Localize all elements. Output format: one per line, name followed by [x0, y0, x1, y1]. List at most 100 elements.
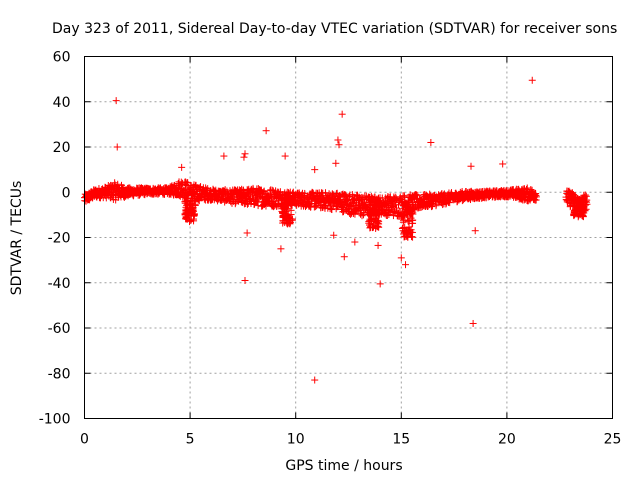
- data-point-outlier: [340, 253, 348, 261]
- data-point-dip: [369, 224, 377, 232]
- data-point-dip: [190, 215, 198, 223]
- data-point: [427, 203, 435, 211]
- data-point-dip: [373, 199, 381, 207]
- data-point-outlier: [113, 143, 121, 151]
- data-point-dip: [401, 205, 409, 213]
- data-point-outlier: [311, 166, 319, 174]
- x-tick-label: 25: [604, 432, 622, 448]
- data-point-outlier: [351, 238, 359, 246]
- data-point-dip: [375, 210, 383, 218]
- y-axis-title: SDTVAR / TECUs: [9, 181, 25, 296]
- data-point-dip: [409, 216, 417, 224]
- data-point-dip: [408, 228, 416, 236]
- data-point-outlier: [471, 227, 479, 235]
- data-point-dip: [404, 232, 412, 240]
- data-point-dip: [369, 206, 377, 214]
- plot-frame: [84, 56, 613, 419]
- data-point: [383, 211, 391, 219]
- y-tick-label: -60: [48, 321, 71, 337]
- data-point-dip: [278, 196, 286, 204]
- data-point-dip: [579, 197, 587, 205]
- data-point-outlier: [467, 162, 475, 170]
- data-point-dip: [190, 196, 198, 204]
- data-point-dip: [572, 203, 580, 211]
- data-point-dip: [399, 212, 407, 220]
- data-point: [532, 193, 540, 201]
- y-tick-label: 0: [62, 185, 71, 201]
- data-point: [356, 210, 364, 218]
- data-point-outlier: [335, 141, 343, 149]
- x-tick-label: 10: [287, 432, 305, 448]
- x-tick-label: 20: [498, 432, 516, 448]
- data-point-dip: [183, 209, 191, 217]
- data-point-dip: [399, 224, 407, 232]
- data-point-outlier: [338, 110, 346, 118]
- data-point-outlier: [374, 241, 382, 249]
- x-tick-label: 0: [80, 432, 89, 448]
- data-point-dip: [284, 212, 292, 220]
- data-point: [581, 191, 589, 199]
- data-point-dip: [287, 199, 295, 207]
- data-point: [311, 203, 319, 211]
- data-point-dip: [405, 193, 413, 201]
- data-point-outlier: [262, 127, 270, 135]
- data-point: [446, 199, 454, 207]
- y-tick-label: -100: [39, 412, 71, 428]
- data-point-dip: [401, 216, 409, 224]
- data-point: [184, 179, 192, 187]
- data-point-dip: [373, 198, 381, 206]
- y-tick-label: -80: [48, 366, 71, 382]
- data-point: [414, 204, 422, 212]
- x-tick-label: 5: [186, 432, 195, 448]
- data-point-outlier: [499, 160, 507, 168]
- data-point: [351, 197, 359, 205]
- data-point-dip: [578, 204, 586, 212]
- data-point-outlier: [469, 319, 477, 327]
- data-point-dip: [409, 210, 417, 218]
- data-point: [285, 189, 293, 197]
- data-point-dip: [373, 205, 381, 213]
- data-point-outlier: [281, 152, 289, 160]
- data-point-outlier: [402, 261, 410, 269]
- data-point-outlier: [427, 138, 435, 146]
- data-point-dip: [286, 220, 294, 228]
- data-point-dip: [280, 209, 288, 217]
- data-point: [439, 201, 447, 209]
- data-point-outlier: [376, 280, 384, 288]
- data-point-dip: [405, 217, 413, 225]
- data-point: [243, 200, 251, 208]
- data-point-dip: [372, 214, 380, 222]
- y-tick-label: 40: [53, 95, 71, 111]
- data-point-dip: [570, 208, 578, 216]
- data-point-dip: [368, 216, 376, 224]
- data-point-outlier: [330, 231, 338, 239]
- data-point-dip: [365, 196, 373, 204]
- y-tick-label: 60: [53, 50, 71, 66]
- y-tick-label: -20: [48, 231, 71, 247]
- data-points-layer: [81, 76, 591, 384]
- data-point-dip: [182, 208, 190, 216]
- data-point: [328, 206, 336, 214]
- data-point-dip: [576, 196, 584, 204]
- data-point-outlier: [178, 163, 186, 171]
- data-point-outlier: [112, 97, 120, 105]
- data-point-outlier: [277, 245, 285, 253]
- data-point-dip: [279, 213, 287, 221]
- data-point-outlier: [311, 376, 319, 384]
- data-point-outlier: [240, 153, 248, 161]
- data-point-dip: [400, 200, 408, 208]
- data-point-dip: [572, 209, 580, 217]
- chart-title: Day 323 of 2011, Sidereal Day-to-day VTE…: [52, 21, 617, 37]
- data-point-dip: [186, 200, 194, 208]
- data-point-dip: [284, 193, 292, 201]
- data-point: [180, 186, 188, 194]
- y-tick-label: -40: [48, 276, 71, 292]
- data-point-dip: [183, 201, 191, 209]
- data-point-outlier: [241, 276, 249, 284]
- data-point-outlier: [241, 150, 249, 158]
- data-point-dip: [403, 201, 411, 209]
- data-point-dip: [287, 206, 295, 214]
- x-axis-title: GPS time / hours: [285, 458, 402, 474]
